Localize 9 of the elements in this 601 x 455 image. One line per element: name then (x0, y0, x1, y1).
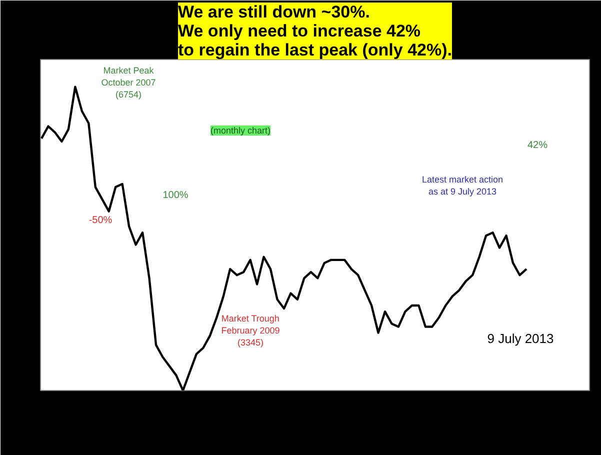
annotation: 42% (527, 140, 548, 151)
annotation: -50% (88, 215, 112, 226)
annotation: Market Trough February 2009 (3345) (221, 314, 280, 348)
annotation: 9 July 2013 (487, 331, 554, 346)
annotation: (monthly chart) (210, 126, 271, 136)
annotation: 100% (162, 190, 188, 201)
chart-title: We are still down ~30%. We only need to increase 42% to regain the last peak (only 42%). (178, 2, 452, 60)
annotation: Market Peak October 2007 (6754) (101, 66, 156, 100)
annotation: Latest market action as at 9 July 2013 (422, 174, 504, 196)
